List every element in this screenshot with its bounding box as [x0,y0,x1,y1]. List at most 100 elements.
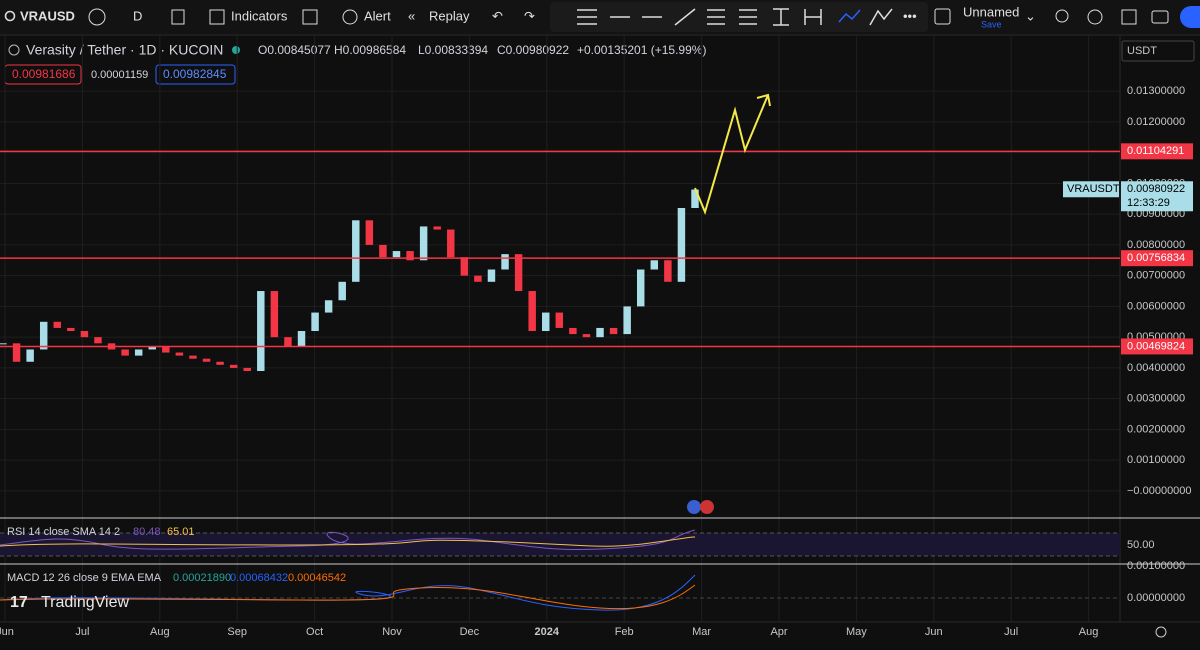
y-tick-label: 0.01300000 [1127,85,1185,97]
indicators-icon[interactable] [209,9,225,25]
candle [623,306,631,335]
buy-price[interactable]: 0.00982845 [163,67,227,81]
candle [12,343,21,362]
rsi-sma [0,536,696,547]
rsi-sma-value: 65.01 [167,526,195,538]
legend-title: Verasity / Tether · 1D · KUCOIN [26,42,223,58]
x-tick-label: Feb [615,626,634,638]
candle [297,331,306,347]
candle [352,220,360,282]
candle [324,300,333,313]
candle [243,367,251,371]
projection-drawing [694,93,771,215]
candle [148,346,156,350]
x-tick-label: Sep [227,626,247,638]
candle [582,334,591,338]
candle [677,207,686,282]
candle [216,361,224,365]
candle [514,254,523,292]
brand-logo: 17 [10,594,28,611]
candle [528,291,536,332]
alert-button[interactable]: Alert [364,8,391,23]
buy-box[interactable] [155,64,236,85]
candle [392,251,401,258]
rsi-label: RSI 14 close SMA 14 2 [7,526,120,538]
undo[interactable]: ↶ [492,8,503,23]
x-tick-label: Nov [382,626,402,638]
chart-type[interactable] [171,9,185,25]
candle [447,229,455,258]
replay-icon[interactable]: « [408,8,415,23]
x-tick-label: Mar [692,626,711,638]
object-tree[interactable] [1055,9,1069,23]
layout-menu[interactable]: ⌄ [1025,8,1036,23]
candle [691,189,699,208]
candle [365,220,374,245]
publish[interactable] [1180,6,1200,28]
candle [664,260,672,282]
indicators-button[interactable]: Indicators [231,8,288,23]
alert-icon[interactable] [342,9,358,25]
x-tick-label: Aug [150,626,170,638]
candle [487,269,496,282]
currency-select[interactable] [1121,40,1195,62]
layout-name[interactable]: Unnamed [963,4,1019,19]
candle [134,349,143,356]
candle [555,312,564,328]
sell-price[interactable]: 0.00981686 [12,67,76,81]
candle [67,327,75,332]
candle [609,327,618,335]
settings[interactable] [1087,9,1103,25]
rsi-line [0,529,696,551]
legend-close: C0.00980922 [497,43,569,57]
x-tick-label: Oct [306,626,323,638]
fullscreen[interactable] [1121,9,1137,25]
level-label: 0.00469824 [1127,340,1185,352]
candle [175,352,184,356]
redo[interactable]: ↷ [524,8,535,23]
candle [257,291,265,371]
snapshot[interactable] [1151,10,1169,24]
candle [636,269,645,307]
level-tag [1121,338,1193,355]
macd-hist: 0.00021890 [173,572,231,584]
candle [189,355,197,359]
macd-axis-zero: 0.00000000 [1127,592,1185,604]
event-flag [700,500,714,514]
save-label[interactable]: Save [981,19,1002,29]
legend-open: O0.00845077 [258,43,331,57]
y-tick-label: 0.00700000 [1127,270,1185,282]
candle [650,260,659,270]
candle [121,349,129,356]
interval[interactable]: D [133,8,142,23]
macd-value: 0.00068432 [230,572,288,584]
level-label: 0.01104291 [1127,145,1184,157]
x-tick-label: Jun [925,626,943,638]
templates[interactable] [302,9,318,25]
candle [53,321,62,328]
candle [460,257,469,276]
symbol[interactable]: VRAUSD [20,8,75,23]
legend-high: H0.00986584 [334,43,406,57]
x-tick-label: Aug [1079,626,1099,638]
replay-button[interactable]: Replay [429,8,470,23]
drawing-tools[interactable] [577,8,893,26]
axis-settings[interactable] [1155,626,1167,638]
rsi-axis-label: 50.00 [1127,539,1155,551]
x-tick-label: May [846,626,867,638]
add-symbol[interactable] [88,8,106,26]
candle [202,358,211,362]
layout-icon[interactable] [934,8,951,25]
candle [596,327,604,338]
level-tag [1121,250,1193,267]
more-tools[interactable]: ••• [903,8,917,23]
candle [433,226,441,230]
currency[interactable]: USDT [1127,45,1157,57]
search-icon[interactable] [4,10,16,22]
candle [80,331,89,338]
legend-change: +0.00135201 (+15.99%) [577,43,706,57]
candle [0,343,7,345]
candle [338,281,346,301]
y-tick-label: 0.00400000 [1127,362,1185,374]
